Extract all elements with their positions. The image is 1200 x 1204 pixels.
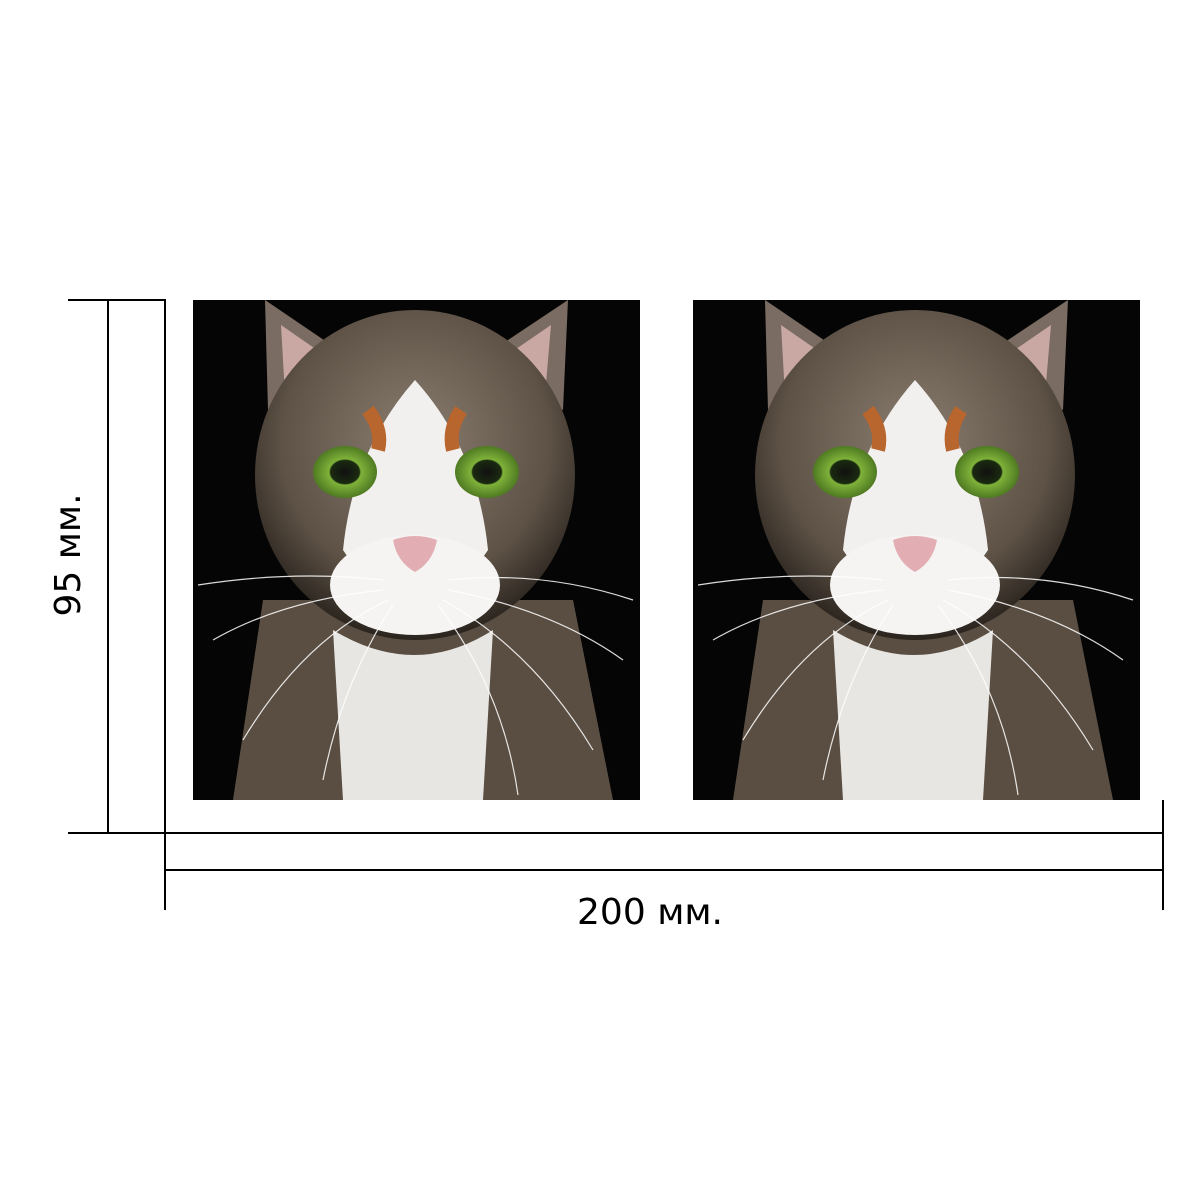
product-photo <box>693 300 1140 800</box>
width-label: 200 мм. <box>577 892 723 933</box>
height-label: 95 мм. <box>48 493 89 616</box>
product-photo <box>193 300 640 800</box>
